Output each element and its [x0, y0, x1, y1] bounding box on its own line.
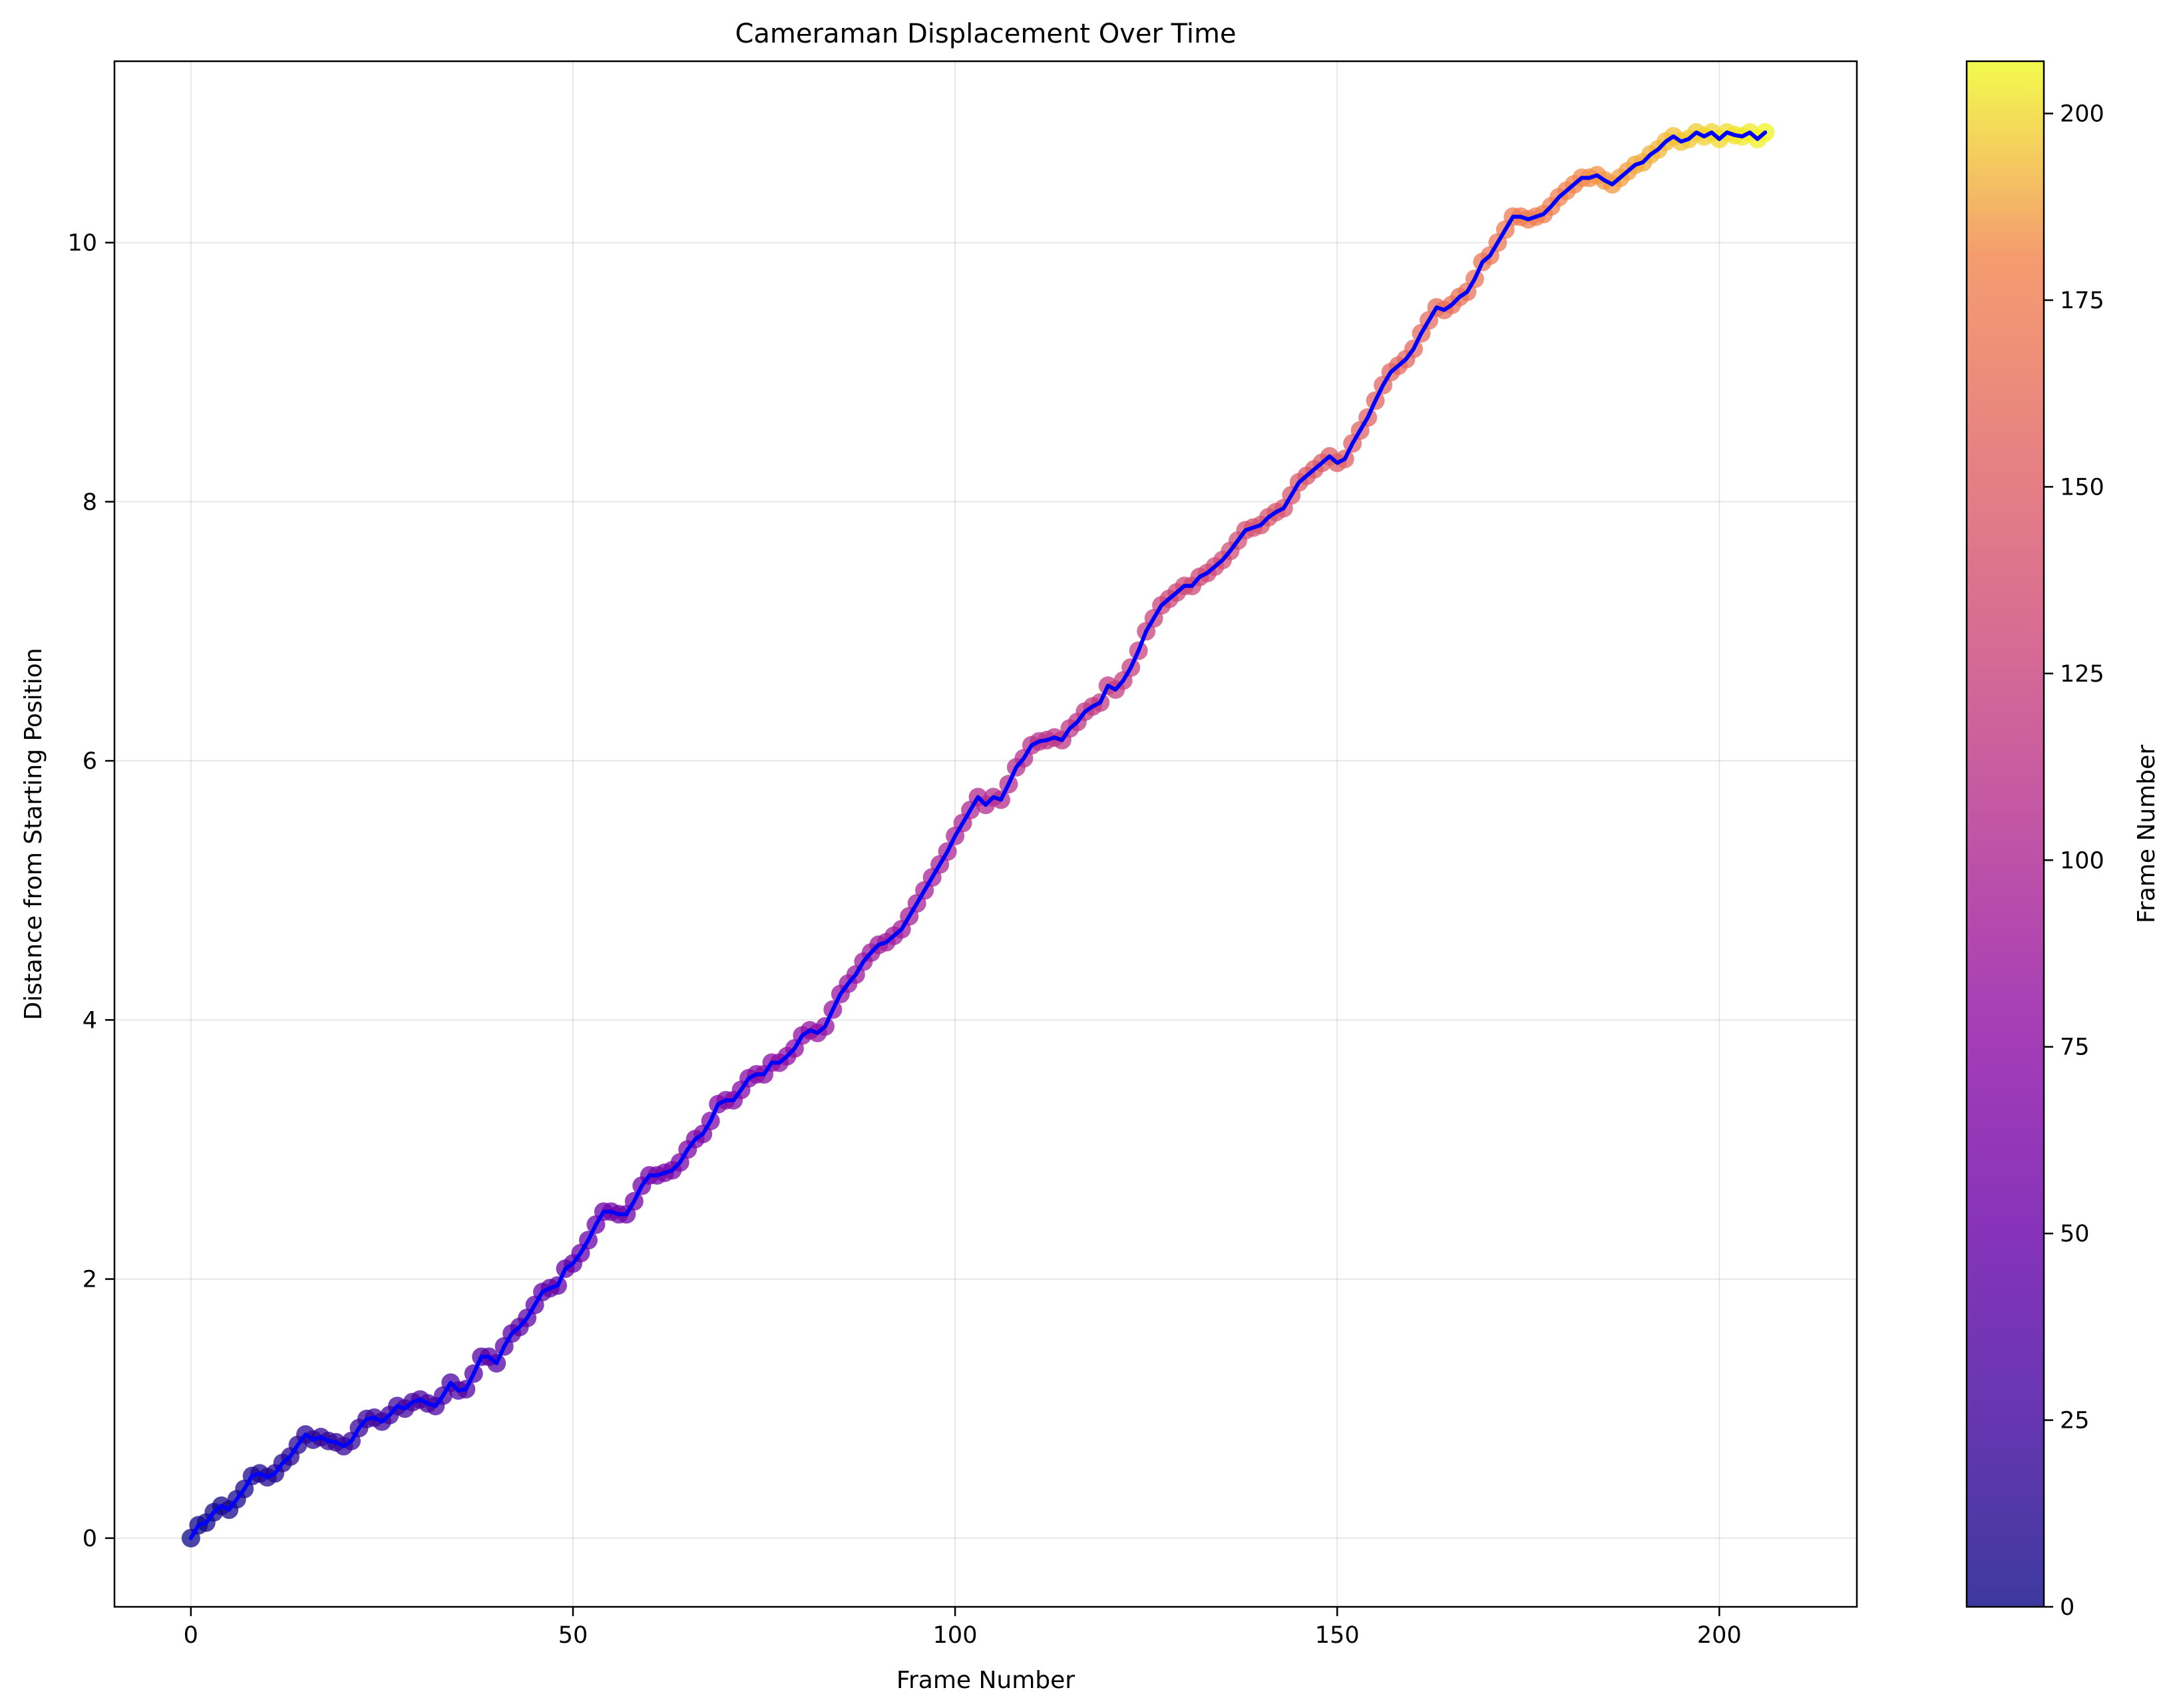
colorbar-tick-label: 25 [2060, 1408, 2090, 1434]
trajectory-line-layer [188, 130, 1768, 1540]
y-tick-label: 4 [83, 1007, 97, 1034]
colorbar-tick-label: 0 [2060, 1594, 2074, 1621]
y-tick-label: 0 [83, 1526, 97, 1552]
x-tick-label: 100 [933, 1622, 978, 1649]
y-axis-ticks: 0 2 4 6 8 10 [67, 230, 114, 1552]
colorbar-tick-label: 100 [2060, 847, 2104, 874]
x-axis-label: Frame Number [896, 1667, 1075, 1694]
y-tick-label: 10 [67, 230, 97, 256]
y-axis-label: Distance from Starting Position [20, 648, 47, 1020]
colorbar [1965, 60, 2045, 1608]
colorbar-ticks: 0 25 50 75 100 125 150 175 200 [2044, 101, 2104, 1621]
chart-title: Cameraman Displacement Over Time [735, 19, 1236, 49]
colorbar-tick-label: 175 [2060, 288, 2104, 314]
y-tick-label: 6 [83, 748, 97, 775]
scatter-points [181, 123, 1775, 1548]
y-tick-label: 2 [83, 1267, 97, 1293]
grid-lines [114, 61, 1857, 1607]
x-tick-label: 0 [184, 1622, 198, 1649]
colorbar-tick-label: 75 [2060, 1034, 2090, 1061]
x-tick-label: 50 [558, 1622, 588, 1649]
y-tick-label: 8 [83, 489, 97, 516]
plot-frame [113, 60, 1858, 1608]
colorbar-tick-label: 200 [2060, 101, 2104, 128]
x-tick-label: 150 [1315, 1622, 1360, 1649]
colorbar-label: Frame Number [2133, 745, 2160, 923]
colorbar-tick-label: 125 [2060, 661, 2104, 688]
x-tick-label: 200 [1697, 1622, 1742, 1649]
colorbar-tick-label: 150 [2060, 474, 2104, 501]
x-axis-ticks: 0 50 100 150 200 [184, 1607, 1742, 1649]
colorbar-tick-label: 50 [2060, 1221, 2090, 1247]
trajectory-line [188, 130, 1768, 1540]
